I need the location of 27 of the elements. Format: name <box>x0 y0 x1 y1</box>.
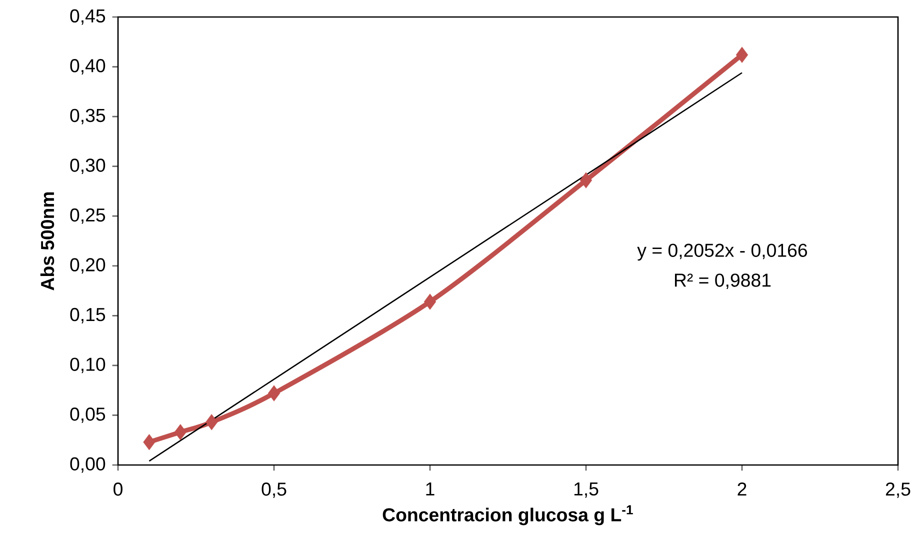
y-tick-label: 0,10 <box>70 358 106 374</box>
point <box>206 414 218 430</box>
y-axis-title: Abs 500nm <box>40 192 54 290</box>
y-tick-label: 0,35 <box>70 108 106 124</box>
y-tick-label: 0,40 <box>70 59 106 74</box>
point <box>580 172 592 188</box>
y-tick-label: 0,15 <box>70 308 106 324</box>
y-tick-label: 0,30 <box>70 158 106 174</box>
x-tick-label: 2,5 <box>886 482 910 498</box>
x-tick-label: 1 <box>426 482 434 496</box>
y-tick-label: 0,45 <box>70 9 106 25</box>
point <box>143 434 156 450</box>
x-tick-label: 0,5 <box>262 482 286 498</box>
point <box>424 294 436 310</box>
y-tick-label: 0,25 <box>70 208 106 224</box>
y-tick-label: 0,00 <box>70 457 106 473</box>
y-tick-label: 0,20 <box>70 258 106 274</box>
x-tick-label: 2 <box>738 482 746 496</box>
point <box>174 424 186 440</box>
x-tick-label: 1,5 <box>574 482 598 498</box>
y-tick-label: 0,05 <box>70 407 106 423</box>
x-axis-title: Concentracion glucosa g L$^{-1}$ <box>382 505 633 526</box>
point <box>736 46 748 63</box>
annotation: R² = 0,9881 <box>674 274 771 290</box>
annotation: y = 0,2052x - 0,0166 <box>637 244 807 261</box>
x-tick-label: 0 <box>114 482 122 496</box>
point <box>268 385 280 402</box>
